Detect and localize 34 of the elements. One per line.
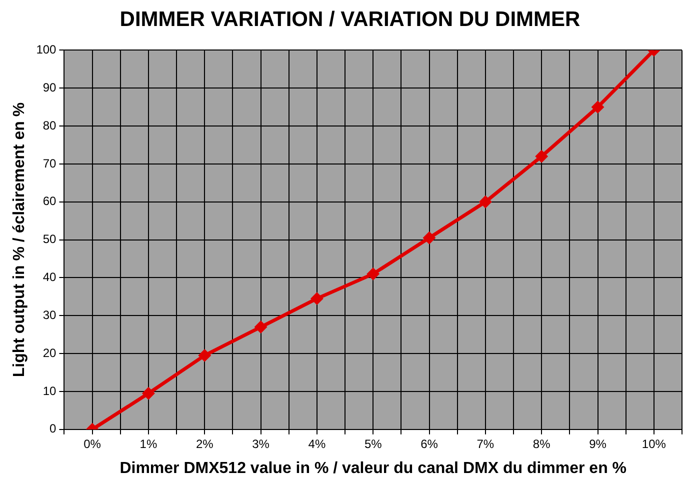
x-axis-title: Dimmer DMX512 value in % / valeur du canal DMX du dimmer en %: [120, 460, 627, 477]
point: [142, 388, 154, 400]
y-tick-label: 0: [50, 422, 57, 436]
y-tick-label: 40: [42, 270, 57, 284]
y-tick-label: 90: [42, 80, 57, 94]
y-tick-label: 80: [42, 118, 57, 132]
point: [424, 232, 436, 244]
x-tick-label: 4%: [308, 436, 326, 451]
x-tick-label: 0%: [84, 436, 102, 451]
point: [480, 196, 492, 208]
x-tick-label: 6%: [420, 436, 438, 451]
point: [592, 101, 604, 113]
y-tick-label: 20: [42, 346, 57, 360]
x-tick-label: 10%: [642, 436, 666, 451]
y-tick-label: 30: [42, 308, 57, 322]
x-tick-label: 9%: [589, 436, 607, 451]
y-tick-label: 10: [42, 384, 57, 398]
y-tick-label: 60: [42, 194, 57, 208]
point: [367, 268, 379, 280]
x-tick-label: 3%: [252, 436, 270, 451]
y-tick-label: 50: [42, 232, 57, 246]
y-tick-label: 100: [36, 42, 57, 57]
x-tick-label: 1%: [140, 436, 158, 451]
y-axis-title: Light output in % / éclairement en %: [11, 102, 28, 378]
x-tick-label: 8%: [532, 436, 551, 451]
x-tick-label: 7%: [476, 436, 494, 451]
y-tick-label: 70: [42, 156, 57, 170]
x-tick-label: 5%: [364, 436, 382, 451]
point: [536, 150, 548, 162]
point: [311, 292, 323, 304]
point: [255, 321, 267, 333]
chart-title: DIMMER VARIATION / VARIATION DU DIMMER: [118, 8, 582, 32]
point: [198, 350, 210, 362]
x-tick-label: 2%: [196, 436, 214, 451]
